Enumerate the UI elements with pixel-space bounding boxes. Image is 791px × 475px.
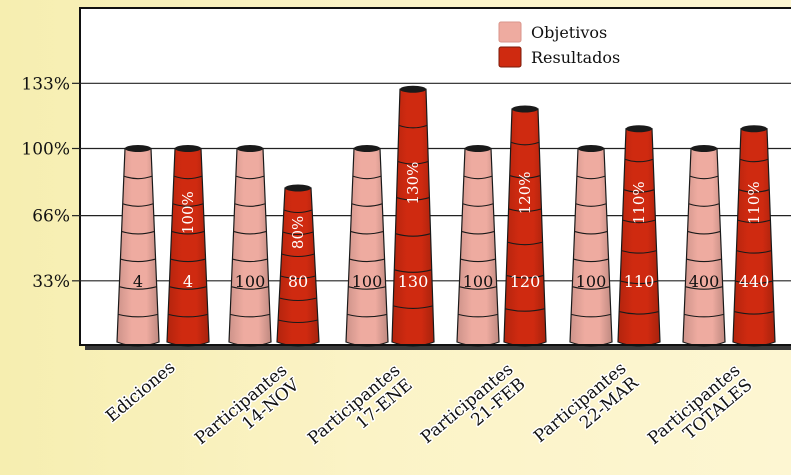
legend: Objetivos Resultados (498, 21, 620, 68)
bar-count-label: 400 (689, 272, 720, 291)
bar-resultados: 80 80% (276, 184, 320, 347)
y-tick-label: 133% (21, 74, 70, 94)
bar-objetivos: 100 (456, 145, 500, 347)
y-tick-label: 100% (21, 140, 70, 160)
bar-percent-label: 110% (745, 181, 763, 224)
legend-swatch (498, 21, 522, 43)
bar-resultados: 120 120% (503, 105, 547, 347)
bar-count-label: 110 (624, 272, 655, 291)
legend-label: Objetivos (531, 23, 607, 42)
y-tick-label: 33% (32, 272, 70, 292)
x-tick-label-line1: Ediciones (102, 358, 179, 427)
legend-swatch (498, 46, 522, 68)
y-tick-label: 66% (32, 207, 70, 227)
bar-count-label: 4 (183, 272, 193, 291)
bar-count-label: 4 (133, 272, 143, 291)
bar-count-label: 100 (352, 272, 383, 291)
bar-objetivos: 100 (228, 145, 272, 347)
bar-count-label: 120 (510, 272, 541, 291)
bar-resultados: 130 130% (391, 85, 435, 347)
bar-objetivos: 400 (682, 145, 726, 347)
bar-objetivos: 4 (116, 145, 160, 347)
bar-objetivos: 100 (569, 145, 613, 347)
bar-percent-label: 80% (289, 216, 307, 249)
bar-count-label: 440 (739, 272, 770, 291)
bar-percent-label: 110% (630, 181, 648, 224)
bar-objetivos: 100 (345, 145, 389, 347)
bar-percent-label: 130% (404, 162, 422, 205)
bar-resultados: 440 110% (732, 125, 776, 347)
x-tick-label: Ediciones (101, 356, 181, 428)
bar-count-label: 130 (398, 272, 429, 291)
bar-count-label: 80 (288, 272, 308, 291)
legend-label: Resultados (531, 48, 620, 67)
bar-count-label: 100 (576, 272, 607, 291)
bar-count-label: 100 (235, 272, 266, 291)
bar-percent-label: 100% (179, 191, 197, 234)
bar-resultados: 4 100% (166, 145, 210, 347)
bar-resultados: 110 110% (617, 125, 661, 347)
bar-percent-label: 120% (516, 171, 534, 214)
bar-count-label: 100 (463, 272, 494, 291)
